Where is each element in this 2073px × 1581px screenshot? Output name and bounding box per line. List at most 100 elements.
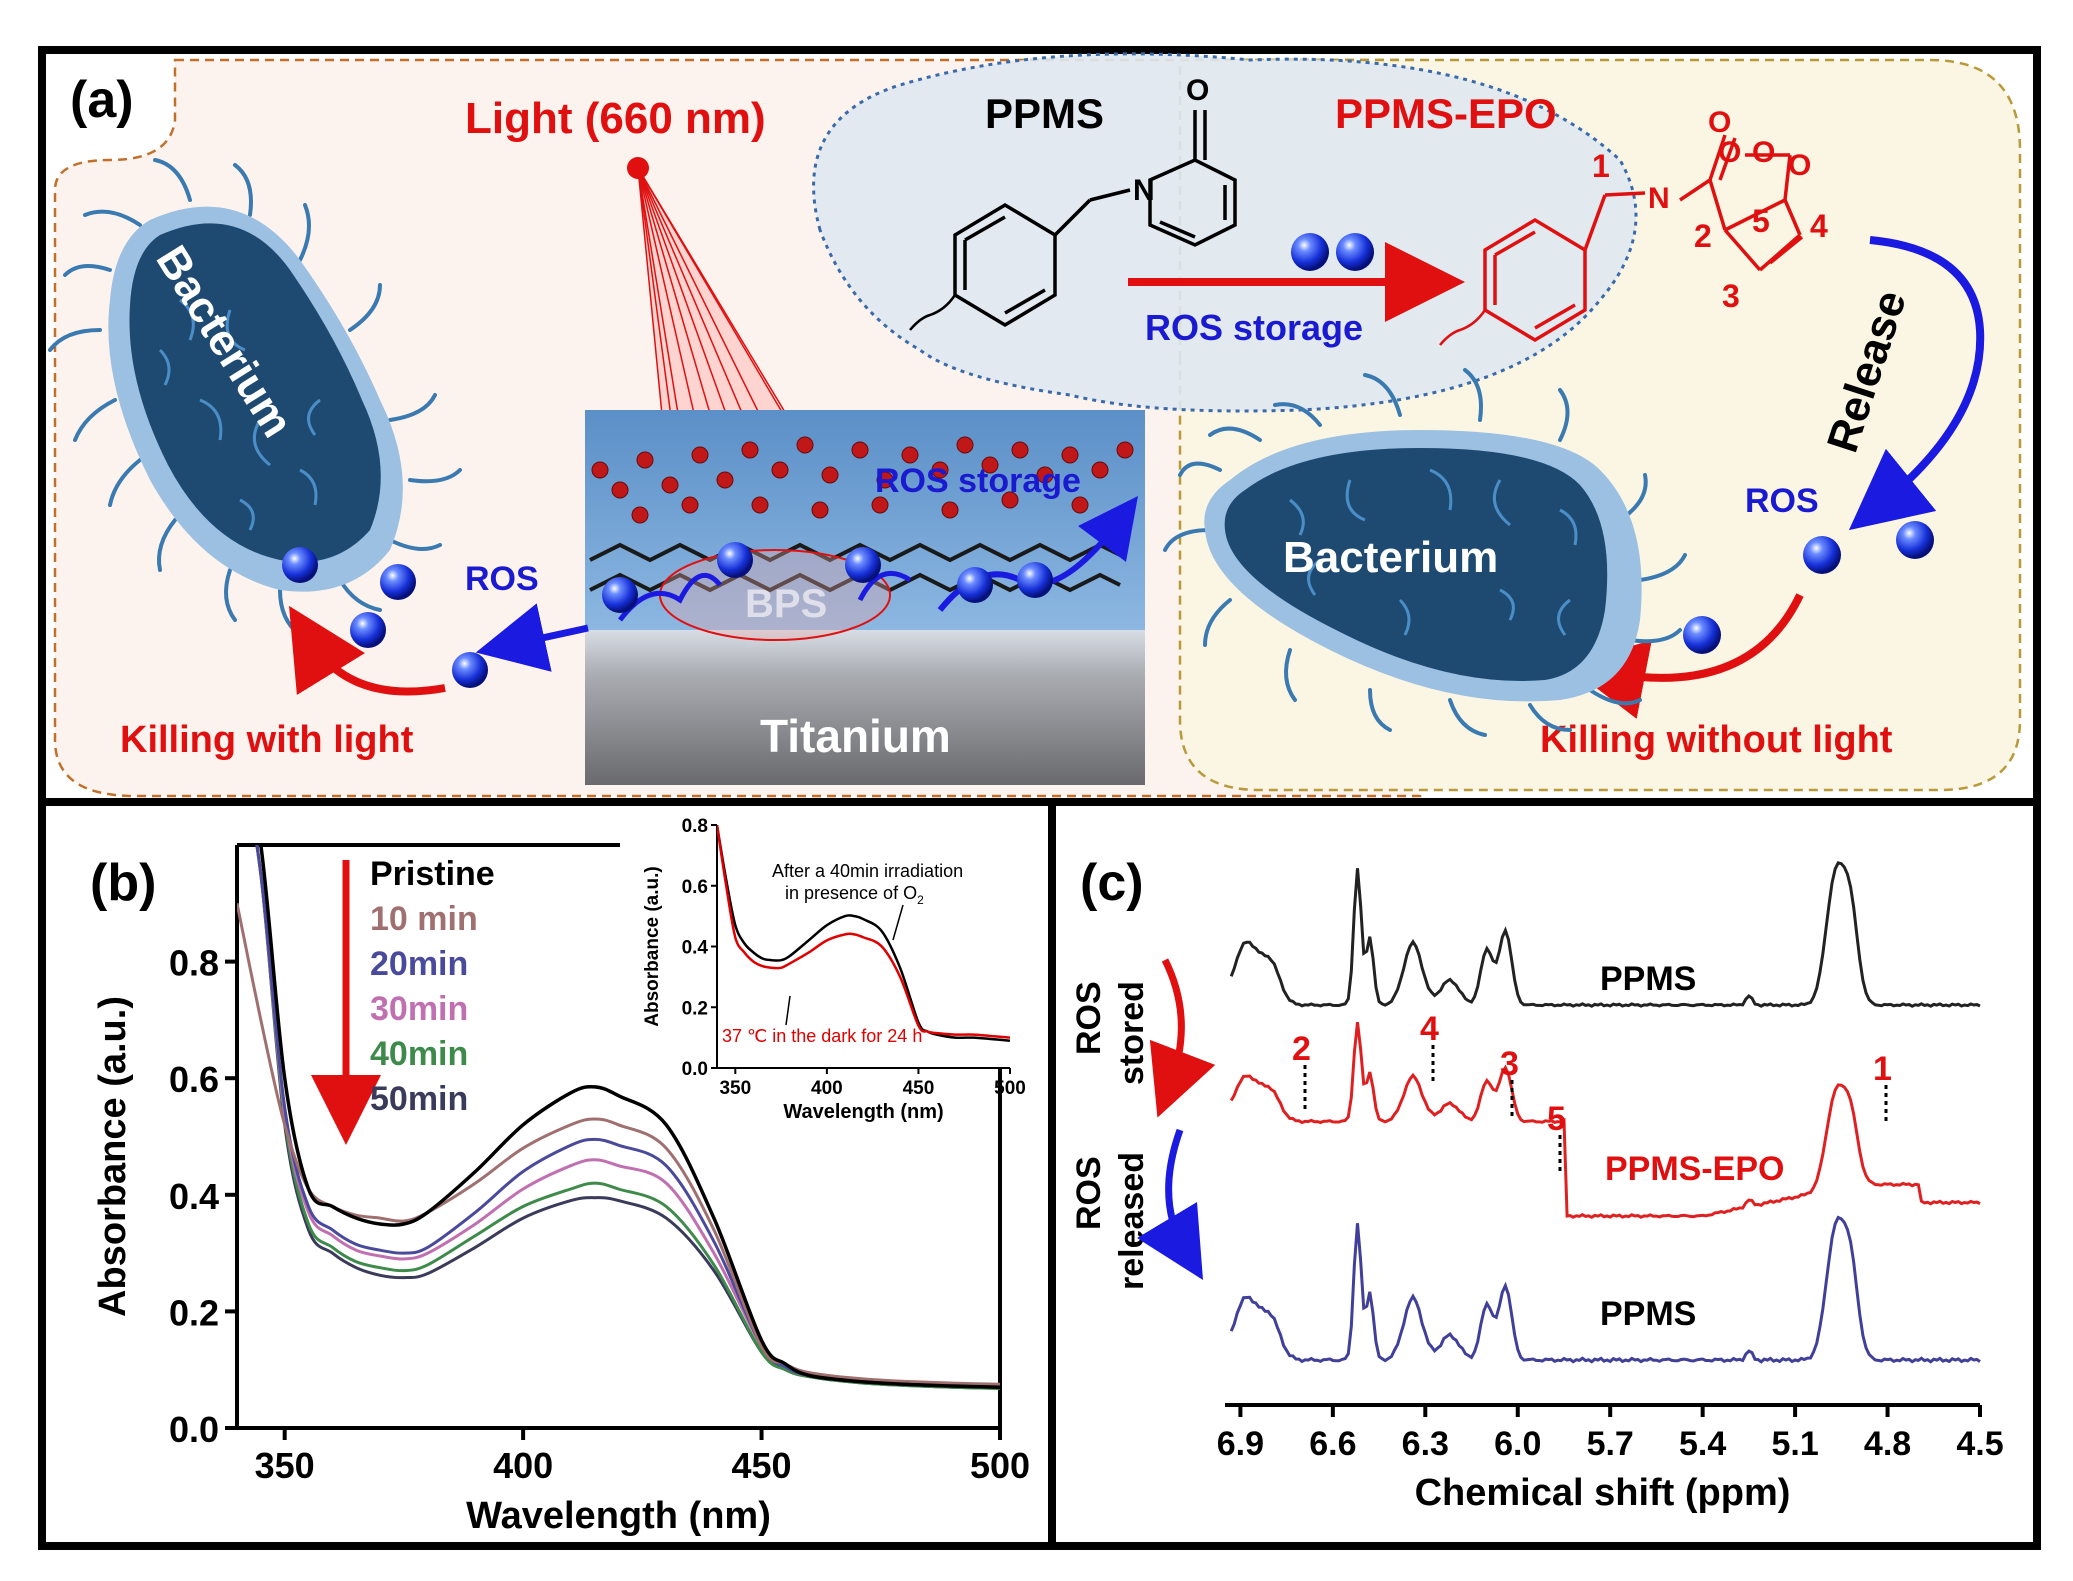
epo-o-atom: O xyxy=(1708,106,1731,139)
x-tick-label: 4.5 xyxy=(1956,1425,2003,1463)
epo-number: 5 xyxy=(1752,203,1770,239)
nmr-trace xyxy=(1229,861,1981,1008)
ros-right-label: ROS xyxy=(1745,482,1819,520)
inset-x-tick-label: 400 xyxy=(811,1078,843,1099)
bps-label: BPS xyxy=(745,582,827,626)
ppms-o-atom: O xyxy=(1186,74,1209,107)
killing-without-light-label: Killing without light xyxy=(1540,719,1893,761)
ros-left-label: ROS xyxy=(465,560,539,598)
inset-y-tick-label: 0.2 xyxy=(682,998,708,1019)
ppms-epo-structure xyxy=(1439,134,1804,346)
substrate: BPS Titanium ROS storage xyxy=(585,410,1145,785)
ros-emit-arrow xyxy=(475,603,589,672)
y-tick-label: 0.0 xyxy=(169,1409,219,1450)
epo-o-atom: O xyxy=(1752,136,1775,169)
peak-markers xyxy=(1303,1045,1888,1175)
y-tick-label: 0.8 xyxy=(169,943,219,984)
peak-label: 1 xyxy=(1873,1050,1892,1088)
kill-without-light-arrow xyxy=(1565,593,1804,719)
inset-y-tick-label: 0.4 xyxy=(682,938,709,959)
y-tick-label: 0.2 xyxy=(169,1292,219,1333)
peak-label: 3 xyxy=(1500,1045,1519,1083)
inset-note-black-2: in presence of O2 xyxy=(785,883,924,907)
inset-series-line xyxy=(717,825,1010,1039)
panel-a: (a) Bacterium Light (660 nm) xyxy=(38,46,2041,806)
ros-ball xyxy=(380,564,416,600)
ros-ball xyxy=(1803,536,1841,574)
right-bacterium-label: Bacterium xyxy=(1283,533,1498,582)
right-bacterium-flagella xyxy=(1163,368,1687,737)
right-bacterium-texture xyxy=(1289,468,1578,636)
inset-x-tick-label: 450 xyxy=(903,1078,935,1099)
epo-number: 3 xyxy=(1722,278,1740,314)
ros-ball xyxy=(1896,521,1934,559)
titanium-layer xyxy=(585,630,1145,785)
panel-b: (b) 0.0 0.2 0.4 0.6 0.8 350 400 450 500 Wavelengt… xyxy=(38,798,1056,1550)
inset-note-red: 37 ℃ in the dark for 24 h xyxy=(722,1026,922,1046)
killing-with-light-label: Killing with light xyxy=(120,719,414,761)
inset-y-tick-label: 0.6 xyxy=(682,877,708,898)
ros-storage-arrow-label: ROS storage xyxy=(1145,307,1363,348)
inset-x-axis-label: Wavelength (nm) xyxy=(783,1101,943,1123)
x-tick-label: 500 xyxy=(970,1445,1030,1486)
ros-ball xyxy=(1336,233,1374,271)
inset-note-pointer xyxy=(892,904,904,941)
x-axis-label: Wavelength (nm) xyxy=(466,1495,771,1537)
light-source-dot xyxy=(627,157,649,179)
peak-label: 2 xyxy=(1292,1030,1311,1068)
surface-curl-right xyxy=(857,570,912,602)
titanium-label: Titanium xyxy=(760,710,951,762)
inset-y-axis-label: Absorbance (a.u.) xyxy=(642,866,663,1026)
x-tick-label: 5.7 xyxy=(1587,1425,1634,1463)
panel-b-label: (b) xyxy=(90,854,156,912)
panel-c-label: (c) xyxy=(1080,854,1144,912)
panel-c: (c) 6.9 6.6 6.3 6.0 5.7 5.4 5.1 4.8 4.5 Chemical … xyxy=(1048,798,2041,1550)
ros-ball xyxy=(717,542,753,578)
y-axis-label: Absorbance (a.u.) xyxy=(92,996,134,1317)
epo-n-atom: N xyxy=(1648,182,1670,215)
inset-x-tick-label: 350 xyxy=(719,1078,751,1099)
legend-title: Pristine xyxy=(370,855,495,893)
ros-stored-label-2: stored xyxy=(1113,981,1151,1085)
kill-with-light-arrow xyxy=(289,605,446,696)
epo-number: 4 xyxy=(1810,208,1828,244)
epo-number: 2 xyxy=(1694,218,1712,254)
surface-curl-left xyxy=(618,573,722,622)
right-bacterium-body xyxy=(1224,448,1608,681)
peak-label: 5 xyxy=(1547,1100,1566,1138)
trace-label-ppms-released: PPMS xyxy=(1600,1295,1696,1333)
x-tick-label: 400 xyxy=(493,1445,553,1486)
legend-item: 30min xyxy=(370,990,468,1028)
trace-label-ppms-epo: PPMS-EPO xyxy=(1605,1150,1784,1188)
x-tick-label: 4.8 xyxy=(1864,1425,1911,1463)
y-tick-label: 0.6 xyxy=(169,1059,219,1100)
left-bacterium-body xyxy=(129,223,381,563)
x-tick-label: 6.0 xyxy=(1494,1425,1541,1463)
ros-ball xyxy=(845,547,881,583)
epo-o-atom: O xyxy=(1718,136,1741,169)
x-tick-label: 5.4 xyxy=(1679,1425,1726,1463)
right-bacterium: Bacterium xyxy=(1163,368,1687,737)
x-tick-label: 5.1 xyxy=(1771,1425,1818,1463)
x-tick-label: 6.6 xyxy=(1309,1425,1356,1463)
legend-item: 20min xyxy=(370,945,468,983)
legend-item: 40min xyxy=(370,1035,468,1073)
legend-item: 50min xyxy=(370,1080,468,1118)
ppms-n-atom: N xyxy=(1133,174,1155,207)
ros-balls-left xyxy=(282,542,1053,688)
nmr-chart: 6.9 6.6 6.3 6.0 5.7 5.4 5.1 4.8 4.5 Chemical shif… xyxy=(1217,861,2004,1514)
left-bacterium-texture xyxy=(158,298,321,531)
x-tick-label: 6.9 xyxy=(1217,1425,1264,1463)
inset-y-tick-label: 0.8 xyxy=(682,816,708,837)
ros-ball xyxy=(1683,616,1721,654)
peak-label: 4 xyxy=(1420,1010,1439,1048)
light-label: Light (660 nm) xyxy=(465,94,766,143)
x-tick-label: 350 xyxy=(255,1445,315,1486)
ros-released-label-1: ROS xyxy=(1070,1156,1108,1230)
epo-o-atom: O xyxy=(1788,149,1811,182)
ros-ball xyxy=(1017,562,1053,598)
release-arrow xyxy=(1848,236,1985,531)
epo-number: 1 xyxy=(1592,148,1610,184)
ppms-structure xyxy=(909,110,1237,331)
